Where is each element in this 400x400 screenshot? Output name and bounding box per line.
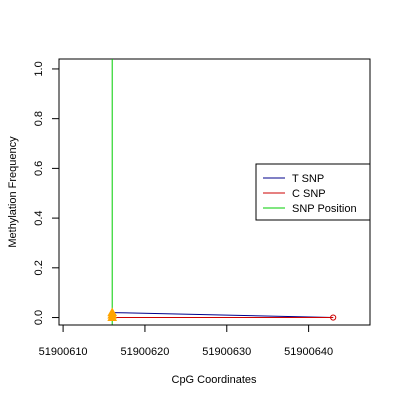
legend: T SNP C SNP SNP Position	[255, 163, 371, 221]
y-tick-label: 1.0	[33, 61, 45, 76]
x-axis-title: CpG Coordinates	[172, 374, 257, 386]
y-tick-label: 0.4	[33, 210, 45, 225]
legend-label: T SNP	[292, 173, 324, 185]
y-tick-label: 0.2	[33, 260, 45, 275]
series-line-t	[112, 312, 334, 319]
legend-label: C SNP	[292, 188, 326, 200]
y-tick-label: 0.0	[33, 310, 45, 325]
series-layer	[112, 312, 334, 319]
y-axis-title: Methylation Frequency	[7, 136, 19, 248]
y-axis: 0.0 0.2 0.4 0.6 0.8 1.0	[33, 61, 60, 325]
y-tick-label: 0.6	[33, 161, 45, 176]
legend-box	[255, 163, 371, 221]
x-axis: 51900610 51900620 51900630 51900640	[39, 324, 333, 358]
y-tick-label: 0.8	[33, 111, 45, 126]
x-tick-label: 51900620	[120, 346, 169, 358]
x-tick-label: 51900630	[202, 346, 251, 358]
data-point-3	[330, 314, 337, 321]
legend-label: SNP Position	[292, 203, 357, 215]
marker-layer	[107, 307, 337, 322]
snp-marker-2	[107, 312, 118, 322]
x-tick-label: 51900610	[39, 346, 88, 358]
x-tick-label: 51900640	[284, 346, 333, 358]
